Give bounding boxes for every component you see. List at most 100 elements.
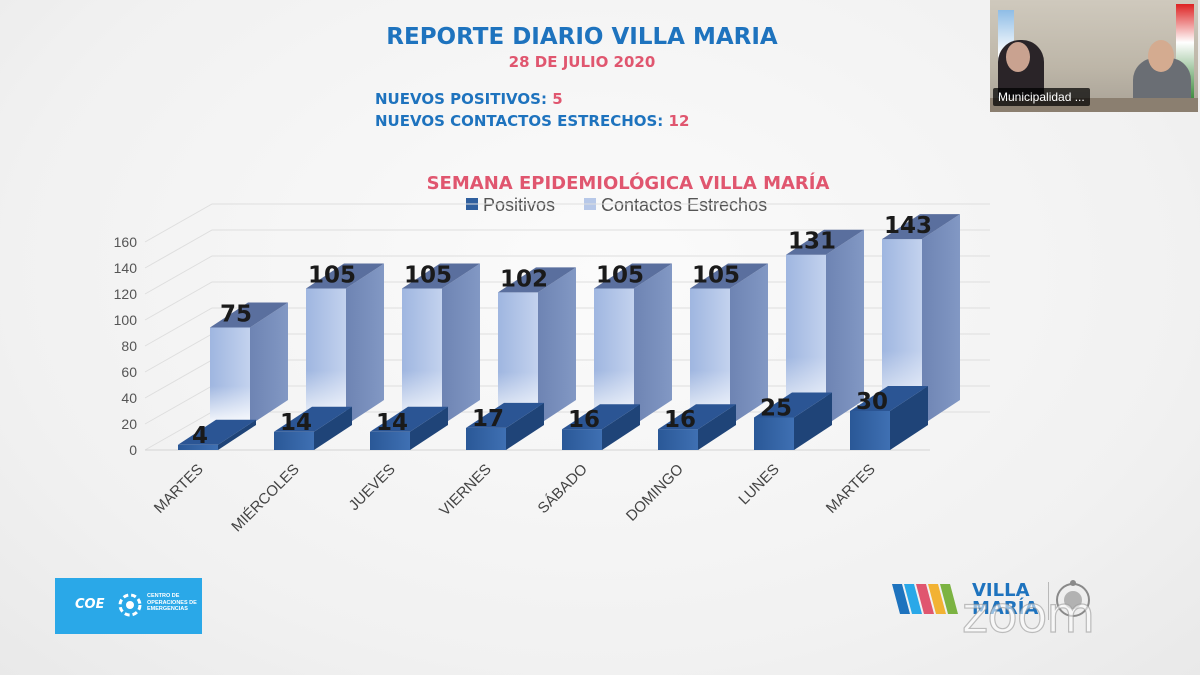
data-label-contactos: 131 bbox=[788, 229, 836, 255]
video-participant-tile[interactable]: Municipalidad ... bbox=[990, 0, 1198, 112]
x-category-label: SÁBADO bbox=[535, 461, 591, 517]
bar-positivos-top bbox=[562, 404, 640, 430]
gridline bbox=[144, 203, 990, 243]
data-label-positivos: 25 bbox=[760, 396, 792, 422]
bar-contactos-top bbox=[882, 214, 960, 240]
legend-label-positivos: Positivos bbox=[483, 195, 555, 215]
bar-positivos-top bbox=[754, 392, 832, 418]
bar-contactos-top bbox=[498, 267, 576, 293]
data-label-contactos: 105 bbox=[308, 263, 356, 289]
data-label-contactos: 105 bbox=[404, 263, 452, 289]
data-label-contactos: 75 bbox=[220, 302, 252, 328]
data-label-contactos: 143 bbox=[884, 213, 932, 239]
x-category-label: VIERNES bbox=[436, 461, 495, 520]
bar-contactos-top bbox=[594, 263, 672, 289]
bar-contactos-side bbox=[346, 263, 384, 425]
bar-positivos-side bbox=[506, 402, 544, 450]
bar-positivos-top bbox=[658, 404, 736, 430]
bar-positivos-front bbox=[850, 411, 890, 450]
stat-new-positives: NUEVOS POSITIVOS: 5 bbox=[375, 90, 563, 108]
bar-contactos-side bbox=[442, 263, 480, 425]
data-label-positivos: 16 bbox=[664, 407, 696, 433]
bar-contactos-top bbox=[690, 263, 768, 289]
bar-contactos-side bbox=[538, 267, 576, 425]
x-category-label: DOMINGO bbox=[623, 461, 687, 525]
report-title: REPORTE DIARIO VILLA MARIA bbox=[386, 24, 778, 50]
coe-logo: COE CENTRO DE OPERACIONES DE EMERGENCIAS bbox=[55, 578, 202, 634]
bar-positivos-front bbox=[370, 431, 410, 450]
stat-new-positives-label: NUEVOS POSITIVOS: bbox=[375, 90, 547, 108]
bar-positivos-side bbox=[314, 406, 352, 450]
gridline bbox=[144, 255, 990, 295]
legend-label-contactos: Contactos Estrechos bbox=[601, 195, 767, 215]
chart-legend: Positivos Contactos Estrechos bbox=[466, 195, 767, 215]
bar-positivos-front bbox=[274, 431, 314, 450]
bar-positivos-side bbox=[602, 404, 640, 450]
bar-positivos-side bbox=[698, 404, 736, 450]
y-tick-label: 100 bbox=[114, 312, 138, 328]
data-label-positivos: 30 bbox=[856, 389, 888, 415]
y-tick-label: 140 bbox=[114, 260, 138, 276]
coe-logo-subtitle: CENTRO DE OPERACIONES DE EMERGENCIAS bbox=[147, 593, 197, 612]
vm-line1: VILLA bbox=[972, 580, 1030, 601]
bar-positivos-top bbox=[466, 402, 544, 428]
bar-contactos-side bbox=[730, 263, 768, 425]
bar-positivos-side bbox=[794, 392, 832, 450]
stat-new-contacts-label: NUEVOS CONTACTOS ESTRECHOS: bbox=[375, 112, 664, 130]
data-label-positivos: 17 bbox=[472, 406, 504, 432]
stat-new-contacts-value: 12 bbox=[668, 112, 690, 130]
bar-contactos-side bbox=[826, 229, 864, 425]
coe-gear-icon bbox=[118, 593, 142, 617]
bar-positivos-top bbox=[370, 406, 448, 432]
x-category-label: LUNES bbox=[735, 461, 782, 508]
villa-maria-stripes-icon bbox=[892, 584, 958, 614]
data-label-contactos: 105 bbox=[692, 263, 740, 289]
coe-logo-text: COE bbox=[75, 597, 105, 612]
y-tick-label: 0 bbox=[129, 442, 137, 458]
data-label-positivos: 4 bbox=[192, 423, 208, 449]
participant-man-head bbox=[1148, 40, 1174, 72]
bar-contactos-top bbox=[402, 263, 480, 289]
bar-positivos-front bbox=[754, 417, 794, 450]
x-category-label: JUEVES bbox=[346, 461, 399, 514]
zoom-watermark: zoom bbox=[961, 585, 1095, 644]
stat-new-positives-value: 5 bbox=[552, 90, 563, 108]
y-tick-label: 80 bbox=[121, 338, 137, 354]
bar-positivos-top bbox=[850, 386, 928, 411]
x-category-label: MARTES bbox=[151, 461, 207, 517]
bar-positivos-front bbox=[658, 429, 698, 450]
data-label-contactos: 105 bbox=[596, 263, 644, 289]
chart-title: SEMANA EPIDEMIOLÓGICA VILLA MARÍA bbox=[427, 172, 830, 194]
bar-contactos-side bbox=[922, 214, 960, 425]
participant-name-label: Municipalidad ... bbox=[993, 88, 1090, 106]
bar-positivos-top bbox=[178, 419, 256, 445]
bar-positivos-front bbox=[178, 444, 218, 450]
bar-positivos-front bbox=[466, 427, 506, 450]
bar-positivos-side bbox=[890, 386, 928, 450]
chart-x-axis: MARTES MIÉRCOLES JUEVES VIERNES SÁBADO DOMING… bbox=[151, 461, 879, 536]
bar-contactos-top bbox=[210, 302, 288, 328]
data-label-positivos: 14 bbox=[376, 410, 408, 436]
y-tick-label: 120 bbox=[114, 286, 138, 302]
y-tick-label: 160 bbox=[114, 234, 138, 250]
x-category-label: MIÉRCOLES bbox=[228, 461, 303, 536]
y-tick-label: 40 bbox=[121, 390, 137, 406]
bar-contactos-top bbox=[786, 229, 864, 255]
bar-positivos-side bbox=[218, 419, 256, 450]
gridline bbox=[144, 229, 990, 269]
data-label-contactos: 102 bbox=[500, 266, 548, 292]
bar-contactos-side bbox=[250, 302, 288, 425]
report-date: 28 DE JULIO 2020 bbox=[508, 53, 656, 71]
vm-line2: MARÍA bbox=[972, 598, 1039, 619]
bar-contactos-fade bbox=[210, 386, 250, 425]
bar-positivos-side bbox=[410, 406, 448, 450]
chart-y-axis: 0 20 40 60 80 100 120 140 160 bbox=[114, 234, 138, 458]
bar-contactos-top bbox=[306, 263, 384, 289]
y-tick-label: 60 bbox=[121, 364, 137, 380]
municipal-seal-icon bbox=[1056, 580, 1090, 617]
data-label-positivos: 16 bbox=[568, 407, 600, 433]
y-tick-label: 20 bbox=[121, 416, 137, 432]
chart-bars: 75 4 105 14 105 14 102 17 105 16 105 16 131 25 143 30 bbox=[178, 213, 960, 450]
data-label-positivos: 14 bbox=[280, 410, 312, 436]
